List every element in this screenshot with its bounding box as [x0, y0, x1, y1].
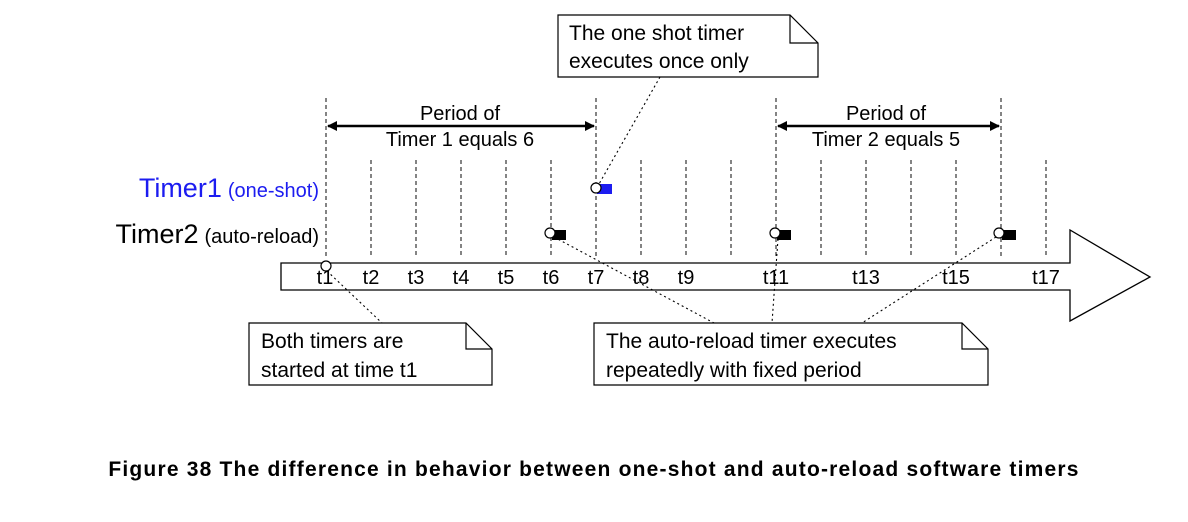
tick-label: t6 [543, 267, 560, 289]
tick-label: t15 [942, 267, 970, 289]
leader-autoreload [553, 236, 715, 324]
note-start-line2: started at time t1 [261, 359, 417, 382]
timer2-label: Timer2 (auto-reload) [115, 219, 319, 249]
leader-oneshot [598, 76, 661, 185]
note-autoreload-line1: The auto-reload timer executes [606, 330, 897, 353]
timer1-execution-marker [590, 182, 612, 194]
timer2-execution-marker [993, 227, 1016, 240]
note-start-line1: Both timers are [261, 330, 403, 353]
tick-label: t1 [317, 267, 334, 289]
timeline-arrow [280, 228, 1152, 323]
note-oneshot-fold [789, 15, 818, 44]
leader-autoreload [861, 236, 997, 324]
timer2-mode: (auto-reload) [204, 226, 319, 248]
tick-label: t4 [453, 267, 470, 289]
timer2-execution-marker [544, 227, 566, 240]
note-oneshot-line1: The one shot timer [569, 22, 744, 45]
period2-line2: Timer 2 equals 5 [812, 129, 960, 151]
leader-autoreload [771, 238, 779, 324]
timer-diagram: t1 t2 t3 t4 t5 t6 t7 t8 t9 t11 t13 t15 t… [115, 14, 1152, 386]
timer2-name: Timer2 [115, 219, 198, 249]
tick-gridlines [325, 98, 1047, 256]
timer1-label: Timer1 (one-shot) [139, 173, 319, 203]
tick-label: t5 [498, 267, 515, 289]
timer1-mode: (one-shot) [228, 180, 319, 202]
start-marker [320, 260, 332, 272]
tick-label: t13 [852, 267, 880, 289]
note-autoreload-fold [961, 323, 988, 350]
figure-caption: Figure 38 The difference in behavior bet… [108, 458, 1080, 481]
tick-label: t9 [678, 267, 695, 289]
period2-line1: Period of [846, 103, 926, 125]
tick-label: t11 [763, 267, 789, 289]
tick-label: t7 [588, 267, 605, 289]
note-start-fold [465, 323, 492, 350]
note-oneshot-box [557, 14, 819, 78]
tick-label: t2 [363, 267, 380, 289]
note-autoreload-line2: repeatedly with fixed period [606, 359, 862, 382]
timer1-name: Timer1 [139, 173, 222, 203]
timer2-execution-marker [769, 227, 791, 240]
tick-label: t17 [1032, 267, 1060, 289]
period1-line2: Timer 1 equals 6 [386, 129, 534, 151]
period1-line1: Period of [420, 103, 500, 125]
tick-label: t3 [408, 267, 425, 289]
tick-label: t8 [633, 267, 650, 289]
note-start-box [248, 322, 493, 386]
note-oneshot-line2: executes once only [569, 50, 749, 73]
note-autoreload-box [593, 322, 989, 386]
